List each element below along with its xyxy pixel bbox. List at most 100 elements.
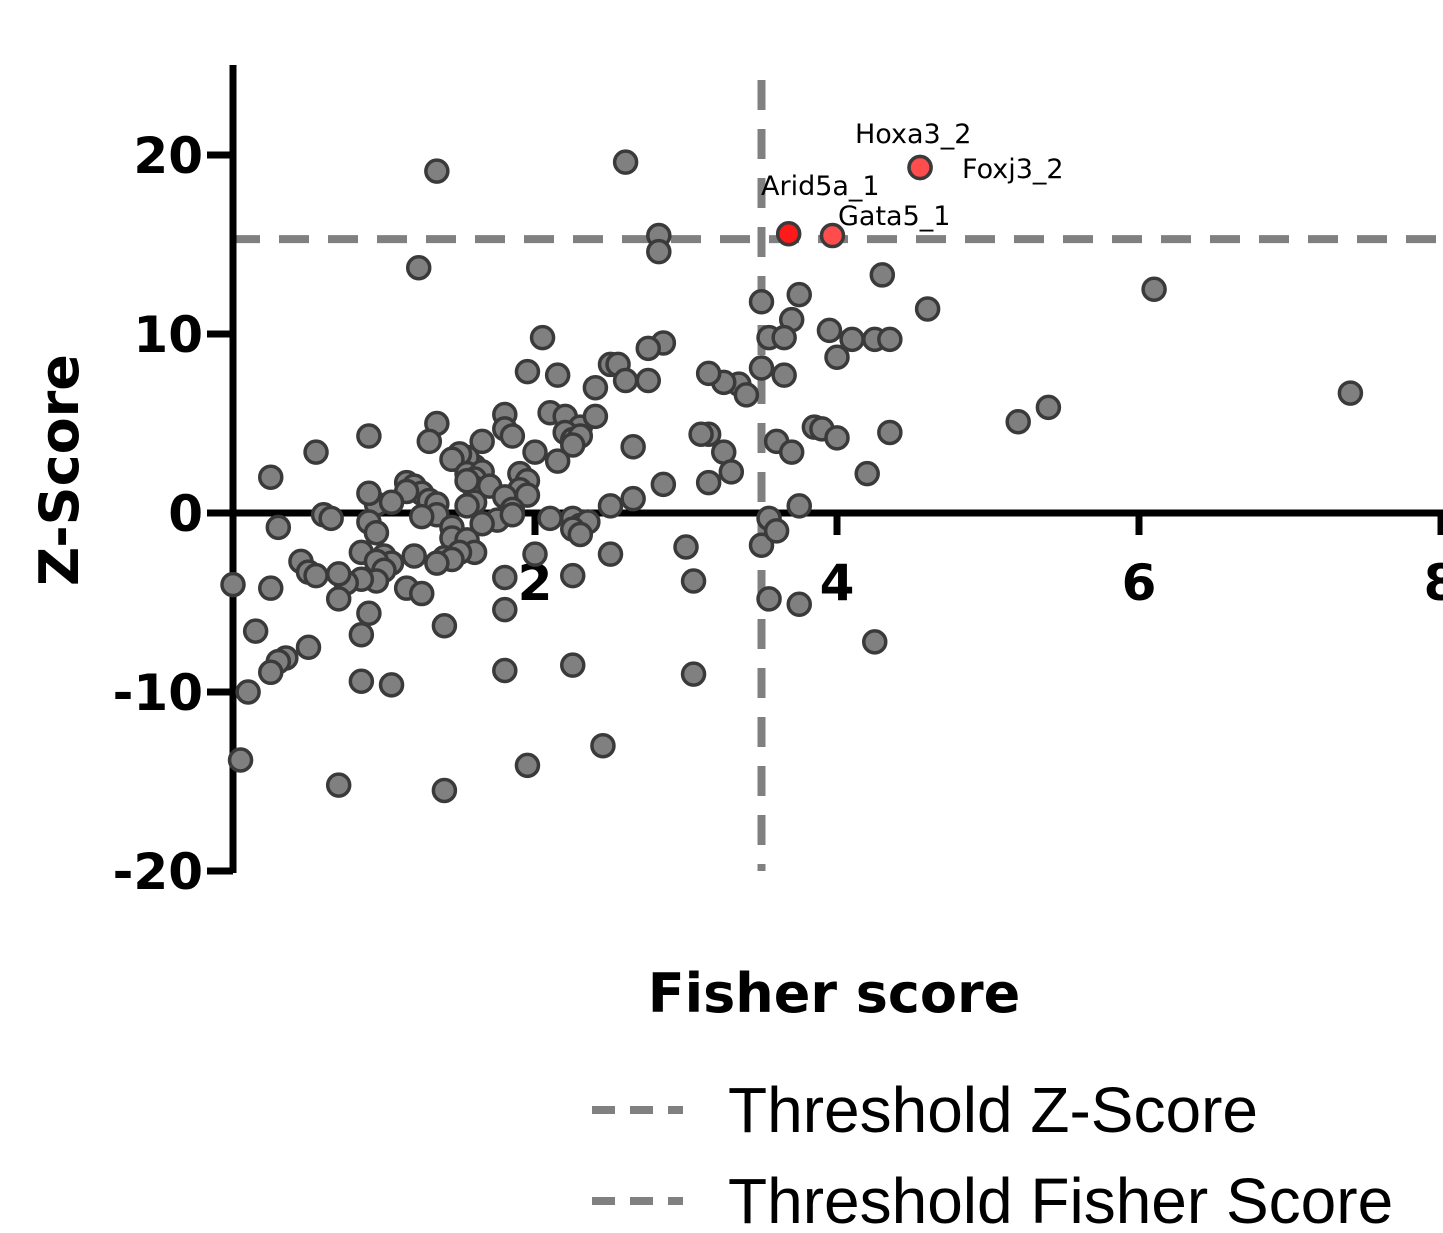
data-point (748, 355, 775, 381)
data-point (348, 621, 375, 648)
data-point (363, 519, 390, 546)
data-point (635, 367, 661, 394)
data-point (258, 464, 284, 490)
data-point (673, 534, 699, 560)
data-point (401, 543, 427, 569)
data-point (265, 514, 292, 541)
data-point (544, 448, 571, 474)
data-point (650, 471, 677, 498)
y-tick-label: -20 (113, 843, 203, 901)
data-point (356, 480, 382, 507)
data-point (695, 360, 722, 387)
data-point (325, 586, 352, 612)
data-point (786, 281, 812, 308)
data-point (514, 358, 541, 385)
data-point (325, 772, 352, 798)
data-point (1337, 380, 1364, 406)
data-point (469, 428, 495, 455)
data-point (748, 532, 775, 558)
legend-label-z-score: Threshold Z-Score (728, 1074, 1258, 1146)
data-point (620, 434, 646, 460)
data-point (877, 326, 903, 353)
data-point (356, 423, 382, 449)
data-point (914, 296, 941, 322)
data-point (220, 571, 246, 598)
data-point (522, 439, 548, 465)
data-point (424, 158, 450, 184)
annotation-gata5-1: Gata5_1 (838, 201, 950, 232)
highlighted-points (775, 154, 933, 249)
data-point (544, 362, 571, 388)
data-point (816, 317, 843, 344)
data-point (597, 541, 624, 567)
y-tick-label: 10 (133, 306, 203, 364)
data-point (620, 485, 646, 512)
data-point (439, 446, 465, 473)
data-point (635, 335, 661, 362)
data-point (763, 518, 790, 544)
x-tick-label: 8 (1424, 554, 1443, 612)
data-point (325, 561, 352, 587)
data-point (756, 586, 782, 612)
data-point (560, 432, 586, 458)
data-point (303, 562, 329, 589)
data-point (824, 425, 850, 451)
data-point (590, 732, 616, 759)
y-axis-title: Z-Score (28, 354, 91, 586)
data-point (612, 149, 639, 175)
x-tick-label: 6 (1122, 554, 1157, 612)
data-point (612, 367, 639, 394)
data-point (646, 238, 672, 265)
data-point (227, 747, 254, 773)
legend: Threshold Z-Score Threshold Fisher Score (592, 1074, 1393, 1233)
data-point (748, 289, 775, 315)
data-point (242, 618, 269, 644)
data-point (454, 493, 480, 519)
data-point (771, 362, 797, 388)
data-point (877, 419, 903, 446)
data-point (492, 564, 518, 591)
data-point (258, 659, 284, 686)
point-annotations: Hoxa3_2 Foxj3_2 Arid5a_1 Gata5_1 (761, 119, 1064, 232)
data-point (771, 324, 797, 351)
data-point (492, 596, 518, 623)
data-point (303, 439, 329, 465)
data-point (1035, 394, 1062, 421)
data-point (695, 469, 722, 496)
data-point (409, 503, 435, 530)
annotation-arid5a-1: Arid5a_1 (761, 171, 880, 202)
data-point (258, 575, 284, 601)
data-points (220, 149, 1364, 804)
y-tick-label: 20 (133, 127, 203, 185)
legend-label-fisher-score: Threshold Fisher Score (728, 1165, 1393, 1233)
data-point (582, 374, 609, 401)
data-point (492, 657, 518, 684)
x-axis-title: Fisher score (648, 962, 1021, 1025)
data-point (295, 634, 322, 660)
data-point (454, 468, 480, 494)
data-point (318, 505, 344, 532)
data-point (680, 661, 707, 687)
data-point (582, 403, 609, 430)
data-point (786, 591, 812, 618)
annotation-foxj3-2: Foxj3_2 (962, 154, 1064, 185)
data-point (560, 652, 586, 678)
y-tick-label: 0 (168, 485, 203, 543)
x-tick-label: 4 (820, 554, 855, 612)
highlighted-point (819, 222, 846, 249)
highlighted-point (775, 221, 802, 247)
data-point (356, 600, 382, 626)
data-point (824, 344, 850, 371)
data-point (469, 510, 495, 537)
data-point (869, 262, 896, 288)
data-point (431, 613, 458, 639)
data-point (786, 493, 812, 519)
data-point (235, 679, 261, 705)
annotation-hoxa3-2: Hoxa3_2 (855, 119, 971, 150)
data-point (778, 439, 805, 465)
data-point (862, 629, 888, 655)
data-point (499, 423, 526, 449)
data-point (424, 550, 450, 576)
data-point (522, 541, 548, 567)
